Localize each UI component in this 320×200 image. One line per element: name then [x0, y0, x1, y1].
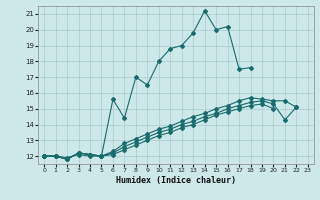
X-axis label: Humidex (Indice chaleur): Humidex (Indice chaleur) — [116, 176, 236, 185]
